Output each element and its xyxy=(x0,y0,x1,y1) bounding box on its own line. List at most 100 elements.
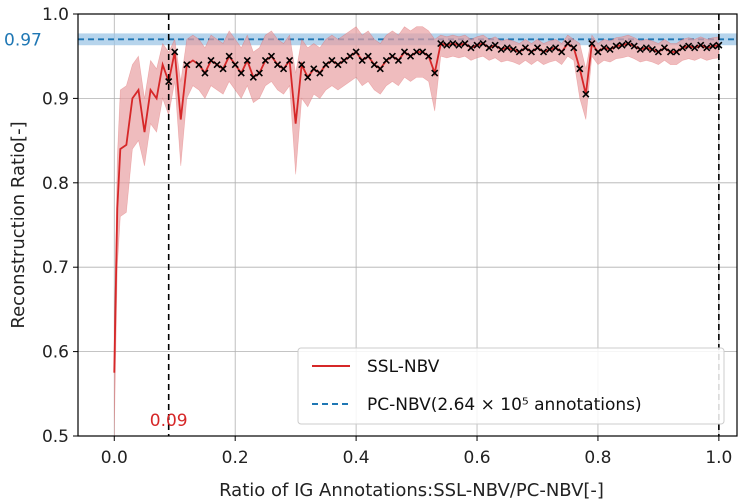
x-marker xyxy=(370,61,378,69)
y-tick-label: 0.7 xyxy=(42,258,69,278)
x-tick-label: 0.0 xyxy=(101,448,128,468)
x-marker xyxy=(570,44,578,52)
legend-box xyxy=(297,347,725,425)
x-marker xyxy=(364,52,372,60)
x-marker xyxy=(328,56,336,64)
x-marker xyxy=(249,73,257,81)
x-marker xyxy=(425,52,433,60)
x-marker xyxy=(576,65,584,73)
x-marker xyxy=(467,44,475,52)
x-marker xyxy=(310,65,318,73)
x-marker xyxy=(346,52,354,60)
x-marker xyxy=(207,56,215,64)
x-marker xyxy=(316,69,324,77)
x-marker xyxy=(255,69,263,77)
x-marker xyxy=(165,77,173,86)
x-marker xyxy=(322,61,330,69)
y-axis-ticks: 0.5 0.6 0.7 0.8 0.9 1.0 xyxy=(42,5,78,447)
x-marker xyxy=(636,45,644,54)
x-marker xyxy=(183,61,191,69)
x-marker xyxy=(564,39,572,48)
x-marker xyxy=(485,44,493,52)
x-marker xyxy=(237,69,245,77)
x-marker xyxy=(527,48,536,56)
x-marker xyxy=(279,65,288,73)
x-marker xyxy=(491,41,499,49)
x-tick-label: 0.4 xyxy=(343,448,370,468)
x-marker xyxy=(497,45,505,54)
x-marker xyxy=(231,61,239,69)
y-tick-label: 0.6 xyxy=(42,343,69,363)
x-axis-ticks: 0.0 0.2 0.4 0.6 0.8 1.0 xyxy=(101,436,732,468)
x-axis-title: Ratio of IG Annotations:SSL-NBV/PC-NBV[-… xyxy=(219,480,604,501)
x-marker xyxy=(558,48,566,56)
x-marker xyxy=(376,65,384,73)
x-marker xyxy=(400,48,409,56)
x-marker xyxy=(437,39,445,48)
x-marker xyxy=(286,56,294,64)
x-marker xyxy=(225,52,233,60)
y-axis-title: Reconstruction Ratio[-] xyxy=(8,121,29,328)
y-reference-label: 0.97 xyxy=(4,30,42,50)
x-tick-label: 0.8 xyxy=(584,448,611,468)
x-marker xyxy=(642,44,650,52)
x-marker xyxy=(419,48,427,56)
x-marker xyxy=(219,65,227,73)
x-marker xyxy=(624,39,632,48)
x-marker xyxy=(703,44,711,52)
x-marker xyxy=(709,42,717,50)
x-marker xyxy=(685,42,693,50)
x-marker xyxy=(406,52,415,60)
x-marker xyxy=(479,39,487,48)
x-marker xyxy=(654,48,662,56)
x-marker xyxy=(273,61,282,69)
x-marker xyxy=(521,44,529,52)
x-tick-label: 0.2 xyxy=(222,448,249,468)
x-marker xyxy=(594,48,602,56)
x-marker xyxy=(304,73,312,81)
x-marker xyxy=(691,44,699,52)
x-tick-label: 1.0 xyxy=(705,448,732,468)
x-marker xyxy=(213,61,221,69)
x-marker xyxy=(660,44,669,52)
x-marker xyxy=(582,90,590,98)
x-marker xyxy=(546,45,554,54)
x-tick-label: 0.6 xyxy=(464,448,491,468)
x-reference-label: 0.09 xyxy=(150,411,188,431)
legend-pc-nbv-label: PC-NBV(2.64 × 10⁵ annotations) xyxy=(367,395,642,415)
x-marker xyxy=(618,41,626,49)
x-marker xyxy=(473,41,481,49)
x-marker xyxy=(431,69,439,77)
y-tick-label: 0.8 xyxy=(42,174,69,194)
x-marker xyxy=(261,56,269,64)
x-marker xyxy=(195,61,203,69)
x-marker xyxy=(715,41,723,49)
x-marker xyxy=(413,48,421,56)
x-marker xyxy=(298,61,306,69)
x-marker xyxy=(630,42,638,50)
x-marker xyxy=(352,48,360,56)
x-marker xyxy=(679,44,687,52)
x-marker xyxy=(533,44,542,52)
x-marker xyxy=(201,69,209,77)
x-marker xyxy=(388,52,396,60)
x-marker xyxy=(552,44,560,52)
x-marker xyxy=(612,42,620,50)
x-marker xyxy=(539,48,548,56)
x-marker xyxy=(267,52,276,60)
y-tick-label: 1.0 xyxy=(42,5,69,25)
x-marker xyxy=(443,41,451,49)
x-marker xyxy=(509,45,517,54)
x-marker xyxy=(697,41,705,49)
x-marker xyxy=(588,39,596,48)
x-marker xyxy=(648,45,656,54)
x-marker xyxy=(243,56,251,64)
x-marker xyxy=(606,45,614,54)
x-marker xyxy=(600,44,608,52)
x-marker xyxy=(334,61,342,69)
x-marker xyxy=(394,56,402,64)
legend-ssl-nbv-label: SSL-NBV xyxy=(367,357,440,377)
x-marker xyxy=(449,39,457,48)
x-marker xyxy=(666,48,675,56)
